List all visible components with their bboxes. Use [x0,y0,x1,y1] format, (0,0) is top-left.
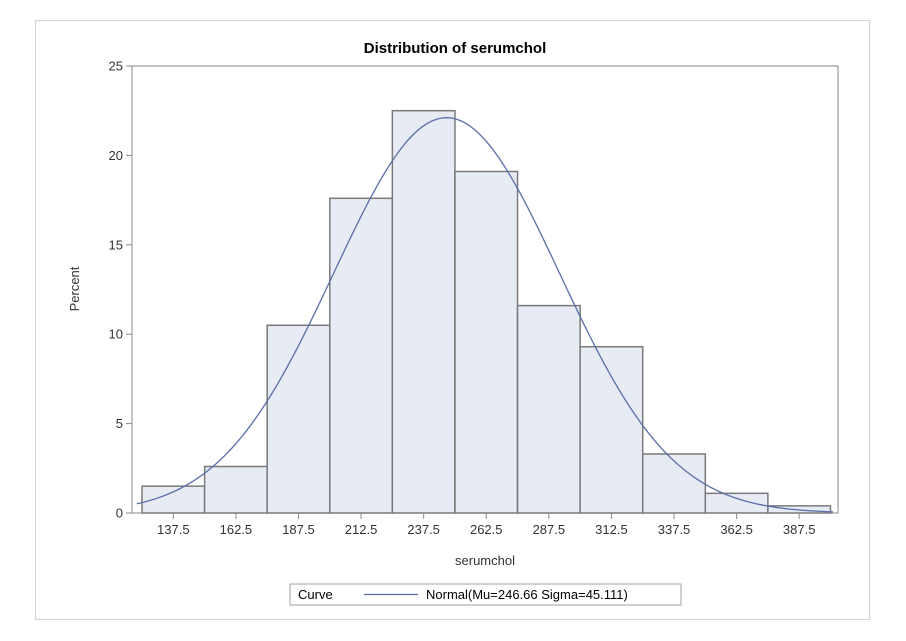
x-tick-label: 337.5 [658,522,691,537]
legend-box [289,583,682,606]
x-tick-label: 212.5 [345,522,378,537]
y-tick-label: 0 [116,506,123,521]
x-tick-label: 362.5 [720,522,753,537]
x-tick-label: 387.5 [783,522,816,537]
normal-curve [136,117,834,513]
x-tick-label: 312.5 [595,522,628,537]
x-tick-label: 187.5 [282,522,315,537]
bars-group [141,109,832,514]
y-axis: 0 5 10 15 20 25 [109,59,132,521]
legend: Curve Normal(Mu=246.66 Sigma=45.111) [289,583,682,606]
y-axis-label: Percent [67,266,82,311]
y-tick-label: 20 [109,148,123,163]
y-tick-label: 15 [109,237,123,252]
x-tick-label: 262.5 [470,522,503,537]
legend-entry-normal: Normal(Mu=246.66 Sigma=45.111) [426,587,628,602]
y-tick-label: 5 [116,416,123,431]
histogram-bar [454,170,519,514]
x-tick-label: 137.5 [157,522,190,537]
x-tick-label: 162.5 [220,522,253,537]
histogram-bar [579,345,644,514]
y-tick-label: 25 [109,59,123,74]
histogram-bar [641,453,707,514]
histogram-bar [329,197,394,514]
chart-title: Distribution of serumchol [364,40,547,57]
x-tick-label: 237.5 [407,522,440,537]
chart-frame: Distribution of serumchol 0 5 10 15 20 25 137… [35,20,870,620]
histogram-bar [203,465,268,514]
y-tick-label: 10 [109,327,123,342]
histogram-bar [704,492,769,514]
x-axis-label: serumchol [455,553,515,568]
histogram-bar [266,324,331,514]
histogram-bar [391,109,456,514]
legend-title: Curve [298,587,333,602]
x-tick-label: 287.5 [533,522,566,537]
histogram-chart: Distribution of serumchol 0 5 10 15 20 25 137… [67,40,839,606]
x-axis: 137.5 162.5 187.5 212.5 237.5 262.5 287.5 312.5… [157,513,815,537]
histogram-bar [516,304,581,514]
